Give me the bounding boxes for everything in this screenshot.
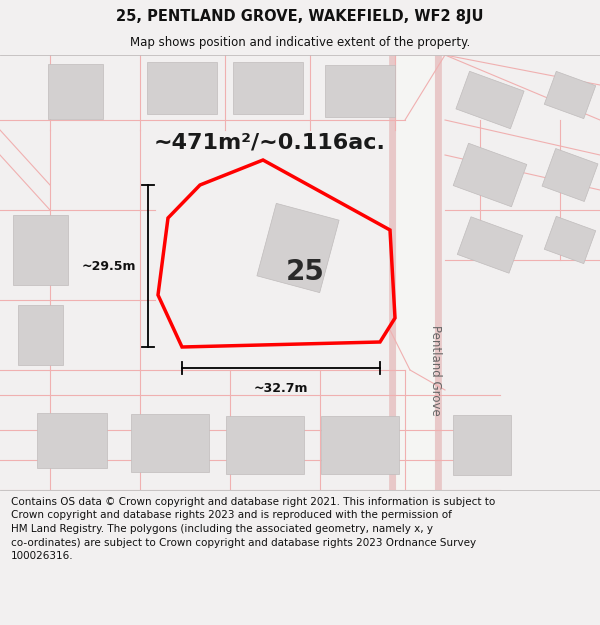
Bar <box>37 412 107 468</box>
Bar <box>226 416 304 474</box>
Bar <box>13 215 67 285</box>
Text: ~29.5m: ~29.5m <box>82 259 136 272</box>
Bar <box>453 143 527 207</box>
Bar <box>456 71 524 129</box>
Text: ~471m²/~0.116ac.: ~471m²/~0.116ac. <box>154 132 386 152</box>
Text: 25, PENTLAND GROVE, WAKEFIELD, WF2 8JU: 25, PENTLAND GROVE, WAKEFIELD, WF2 8JU <box>116 9 484 24</box>
Text: Contains OS data © Crown copyright and database right 2021. This information is : Contains OS data © Crown copyright and d… <box>11 497 495 561</box>
Bar <box>233 62 303 114</box>
Bar <box>544 216 596 264</box>
Bar <box>47 64 103 119</box>
Bar <box>325 65 395 117</box>
Bar <box>453 415 511 475</box>
Bar <box>544 71 596 119</box>
Text: Pentland Grove: Pentland Grove <box>428 324 442 416</box>
Text: Map shows position and indicative extent of the property.: Map shows position and indicative extent… <box>130 36 470 49</box>
Bar <box>17 305 62 365</box>
Bar <box>321 416 399 474</box>
Bar <box>457 217 523 273</box>
Bar <box>131 414 209 472</box>
Bar <box>147 62 217 114</box>
Bar <box>542 149 598 201</box>
Bar <box>257 203 339 292</box>
Text: 25: 25 <box>286 258 325 286</box>
Text: ~32.7m: ~32.7m <box>254 382 308 395</box>
